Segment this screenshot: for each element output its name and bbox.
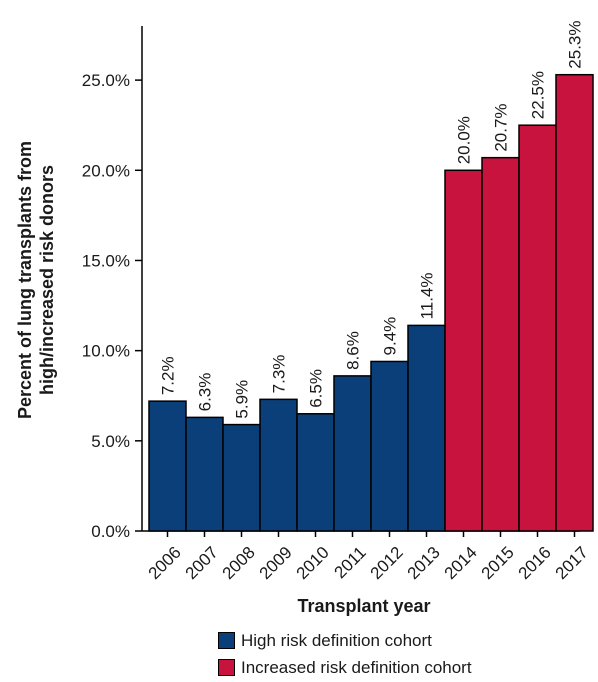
bar-data-label: 25.3% xyxy=(566,20,585,68)
bar xyxy=(259,398,298,532)
legend-label-high-risk: High risk definition cohort xyxy=(241,630,432,650)
bar-data-label: 6.3% xyxy=(196,373,215,412)
bar xyxy=(481,156,520,532)
bar-data-label: 9.4% xyxy=(381,317,400,356)
y-axis-title: Percent of lung transplants from high/in… xyxy=(2,90,70,470)
x-tick-label: 2016 xyxy=(515,543,555,583)
bar xyxy=(407,324,446,532)
bar xyxy=(333,375,372,532)
bar-data-label: 11.4% xyxy=(418,272,437,319)
legend-item-high-risk: High risk definition cohort xyxy=(218,628,472,653)
bar-data-label: 6.5% xyxy=(307,369,326,408)
x-axis-title: Transplant year xyxy=(297,596,431,616)
x-tick-label: 2011 xyxy=(331,543,370,582)
bar xyxy=(555,73,594,532)
x-tick-label: 2010 xyxy=(293,543,333,583)
legend-label-increased-risk: Increased risk definition cohort xyxy=(241,657,472,677)
legend-swatch-increased-risk xyxy=(218,659,235,676)
bar xyxy=(518,124,557,532)
x-tick-label: 2015 xyxy=(478,543,518,583)
bar xyxy=(222,423,261,532)
bar-data-label: 22.5% xyxy=(529,71,548,119)
x-tick-label: 2009 xyxy=(256,543,296,583)
bar xyxy=(185,416,224,532)
y-tick-label: 10.0% xyxy=(82,342,130,361)
legend-swatch-high-risk xyxy=(218,632,235,649)
y-tick-label: 25.0% xyxy=(82,71,130,90)
bar-data-label: 20.7% xyxy=(492,103,511,151)
bar-data-label: 5.9% xyxy=(233,380,252,419)
bar xyxy=(444,169,483,532)
y-tick-label: 5.0% xyxy=(91,432,130,451)
y-axis-title-line-2: high/increased risk donors xyxy=(37,164,57,396)
bar xyxy=(148,400,187,532)
bar-data-label: 7.2% xyxy=(159,356,178,395)
legend-item-increased-risk: Increased risk definition cohort xyxy=(218,655,472,680)
x-tick-label: 2013 xyxy=(404,543,444,583)
y-tick-label: 20.0% xyxy=(82,161,130,180)
bar xyxy=(296,413,335,532)
y-tick-label: 15.0% xyxy=(82,251,130,270)
x-tick-label: 2007 xyxy=(182,543,222,583)
y-axis-title-line-1: Percent of lung transplants from xyxy=(15,140,35,420)
bar-data-label: 20.0% xyxy=(455,116,474,164)
bar-data-label: 8.6% xyxy=(344,331,363,370)
bar xyxy=(370,360,409,532)
x-tick-label: 2014 xyxy=(441,543,481,583)
bar-data-label: 7.3% xyxy=(270,355,289,394)
x-tick-label: 2017 xyxy=(552,543,592,583)
x-tick-label: 2012 xyxy=(367,543,407,583)
y-tick-label: 0.0% xyxy=(91,522,130,541)
x-tick-label: 2008 xyxy=(219,543,259,583)
legend: High risk definition cohort Increased ri… xyxy=(218,628,472,682)
x-tick-label: 2006 xyxy=(145,543,185,583)
